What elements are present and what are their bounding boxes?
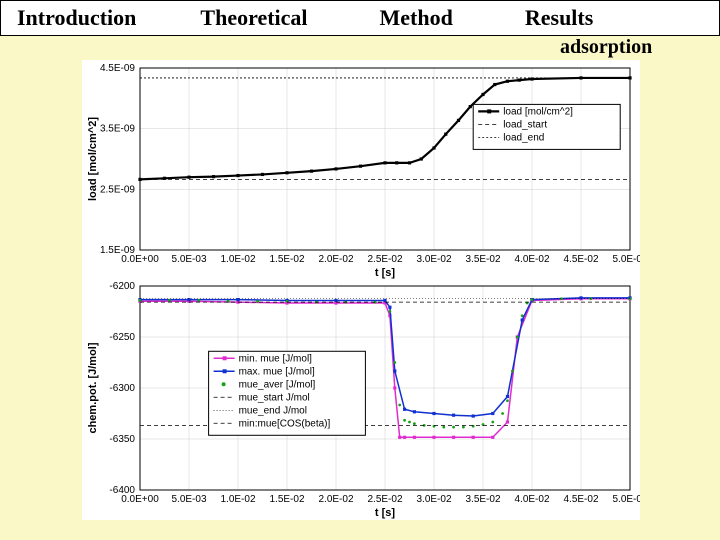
tab-theoretical[interactable]: Theoretical bbox=[192, 5, 315, 31]
svg-text:3.0E-02: 3.0E-02 bbox=[416, 254, 451, 265]
svg-text:1.0E-02: 1.0E-02 bbox=[220, 494, 255, 505]
svg-text:4.0E-02: 4.0E-02 bbox=[514, 494, 549, 505]
svg-text:4.5E-02: 4.5E-02 bbox=[563, 254, 598, 265]
tab-results[interactable]: Results bbox=[517, 5, 601, 31]
svg-text:mue_start J/mol: mue_start J/mol bbox=[239, 392, 310, 403]
svg-text:t [s]: t [s] bbox=[375, 507, 396, 519]
svg-text:-6400: -6400 bbox=[109, 485, 135, 496]
svg-text:load [mol/cm^2]: load [mol/cm^2] bbox=[503, 106, 573, 117]
svg-text:mue_aver [J/mol]: mue_aver [J/mol] bbox=[239, 379, 316, 390]
svg-text:-6250: -6250 bbox=[109, 332, 135, 343]
chart-panel: 0.0E+005.0E-031.0E-021.5E-022.0E-022.5E-… bbox=[82, 60, 640, 520]
page-subtitle: adsorption bbox=[560, 36, 652, 59]
svg-text:load [mol/cm^2]: load [mol/cm^2] bbox=[87, 117, 99, 201]
svg-text:chem.pot. [J/mol]: chem.pot. [J/mol] bbox=[87, 342, 99, 433]
svg-text:5.0E-02: 5.0E-02 bbox=[612, 494, 640, 505]
svg-text:max. mue [J/mol]: max. mue [J/mol] bbox=[239, 366, 315, 377]
svg-text:1.5E-09: 1.5E-09 bbox=[100, 245, 135, 256]
tab-method[interactable]: Method bbox=[372, 5, 461, 31]
svg-text:2.5E-02: 2.5E-02 bbox=[367, 494, 402, 505]
svg-text:1.5E-02: 1.5E-02 bbox=[269, 254, 304, 265]
svg-text:2.0E-02: 2.0E-02 bbox=[318, 494, 353, 505]
svg-text:mue_end J/mol: mue_end J/mol bbox=[239, 405, 307, 416]
svg-text:5.0E-03: 5.0E-03 bbox=[171, 254, 206, 265]
svg-text:4.5E-09: 4.5E-09 bbox=[100, 63, 135, 74]
svg-text:min:mue[COS(beta)]: min:mue[COS(beta)] bbox=[239, 418, 331, 429]
svg-text:-6200: -6200 bbox=[109, 281, 135, 292]
svg-text:2.5E-09: 2.5E-09 bbox=[100, 184, 135, 195]
svg-text:t [s]: t [s] bbox=[375, 267, 396, 279]
chart-load: 0.0E+005.0E-031.0E-021.5E-022.0E-022.5E-… bbox=[82, 60, 640, 280]
svg-text:2.5E-02: 2.5E-02 bbox=[367, 254, 402, 265]
svg-text:3.5E-02: 3.5E-02 bbox=[465, 494, 500, 505]
tab-bar: Introduction Theoretical Method Results bbox=[0, 0, 720, 36]
svg-text:-6350: -6350 bbox=[109, 434, 135, 445]
svg-text:1.5E-02: 1.5E-02 bbox=[269, 494, 304, 505]
svg-text:1.0E-02: 1.0E-02 bbox=[220, 254, 255, 265]
chart-chempot: 0.0E+005.0E-031.0E-021.5E-022.0E-022.5E-… bbox=[82, 280, 640, 520]
svg-text:-6300: -6300 bbox=[109, 383, 135, 394]
svg-text:load_end: load_end bbox=[503, 132, 544, 143]
svg-text:2.0E-02: 2.0E-02 bbox=[318, 254, 353, 265]
svg-text:4.0E-02: 4.0E-02 bbox=[514, 254, 549, 265]
svg-text:4.5E-02: 4.5E-02 bbox=[563, 494, 598, 505]
tab-introduction[interactable]: Introduction bbox=[9, 5, 144, 31]
svg-text:min. mue [J/mol]: min. mue [J/mol] bbox=[239, 353, 313, 364]
svg-text:5.0E-02: 5.0E-02 bbox=[612, 254, 640, 265]
svg-text:3.5E-02: 3.5E-02 bbox=[465, 254, 500, 265]
svg-text:load_start: load_start bbox=[503, 119, 547, 130]
svg-text:3.5E-09: 3.5E-09 bbox=[100, 124, 135, 135]
svg-text:5.0E-03: 5.0E-03 bbox=[171, 494, 206, 505]
svg-text:3.0E-02: 3.0E-02 bbox=[416, 494, 451, 505]
